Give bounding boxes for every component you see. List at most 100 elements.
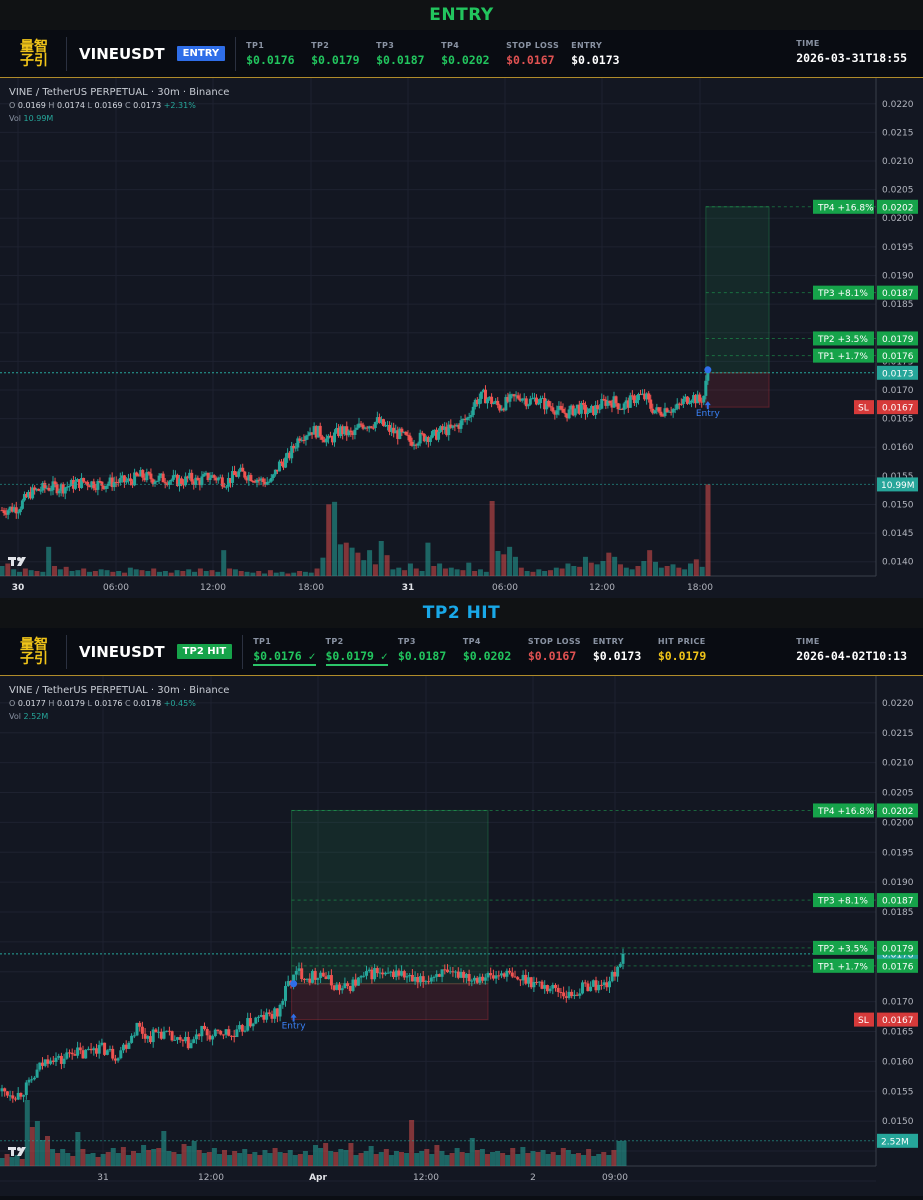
brand-logo: 量智 子引 (20, 38, 48, 69)
volume-bar (565, 563, 571, 576)
price-chart[interactable]: 0.0220 0.0215 0.0210 0.0205 0.0200 0.0195 0.01… (0, 676, 923, 1196)
candle-body (281, 1000, 285, 1005)
candle-body (43, 482, 47, 489)
candle-body (200, 476, 204, 486)
candle-body (230, 1035, 233, 1037)
y-tick-label: 0.0190 (882, 878, 914, 888)
candle-body (184, 1036, 188, 1042)
candlestick-chart[interactable]: 0.0220 0.0215 0.0210 0.0205 0.0200 0.0195 0.01… (0, 78, 923, 598)
candle-body (677, 403, 681, 405)
volume-bar (419, 1151, 425, 1166)
candle-body (310, 432, 314, 435)
volume-bar (186, 1146, 192, 1166)
candle-body (82, 477, 86, 482)
candle-body (569, 405, 573, 410)
candle-body (445, 426, 449, 436)
candle-body (19, 1092, 23, 1097)
volume-bar (419, 571, 425, 576)
candle-body (530, 398, 534, 400)
candle-body (529, 977, 533, 988)
volume-bar (328, 1151, 334, 1166)
candle-body (198, 480, 202, 486)
volume-bar (658, 567, 664, 576)
volume-bar (495, 551, 501, 576)
candle-body (554, 984, 557, 988)
volume-bar (227, 1155, 233, 1166)
candle-body (80, 477, 84, 488)
volume-bar (192, 571, 198, 576)
volume-bar (201, 1153, 207, 1166)
candle-body (494, 975, 498, 979)
candle-body (518, 398, 522, 401)
candle-body (502, 973, 506, 977)
y-tick-label: 0.0155 (882, 1087, 914, 1097)
target-price-tag (877, 331, 918, 346)
target-price-tag (877, 940, 918, 955)
volume-bar (670, 564, 676, 576)
candle-body (614, 396, 618, 404)
field-tp4: TP4 $0.0202 (441, 40, 490, 67)
candle-body (139, 470, 143, 477)
candle-body (392, 427, 396, 434)
candle-body (599, 984, 603, 986)
candle-body (35, 488, 39, 491)
candle-body (365, 427, 369, 429)
candle-body (559, 991, 563, 993)
candle-body (149, 473, 153, 480)
candle-body (248, 1018, 252, 1027)
candle-body (400, 428, 404, 433)
volume-bar (92, 571, 98, 576)
x-tick-label: 18:00 (687, 583, 713, 593)
candle-body (620, 408, 624, 410)
candle-body (265, 482, 269, 485)
volume-bar (87, 571, 93, 576)
candle-body (14, 1098, 17, 1100)
candle-body (277, 461, 281, 472)
candle-body (343, 983, 347, 989)
candle-body (14, 507, 18, 514)
price-chart[interactable]: 0.0220 0.0215 0.0210 0.0205 0.0200 0.0195 0.01… (0, 78, 923, 598)
candle-body (159, 473, 163, 476)
candle-body (653, 410, 657, 414)
target-tag-label: TP1 +1.7% (817, 962, 868, 972)
candle-body (649, 399, 653, 409)
candle-body (643, 393, 647, 400)
volume-bar (530, 571, 536, 576)
target-price-label: 0.0179 (882, 944, 914, 954)
candle-body (138, 1022, 142, 1027)
candle-body (273, 1008, 277, 1019)
x-tick-label: 31 (97, 1173, 108, 1183)
candle-body (41, 482, 45, 491)
candle-body (416, 443, 420, 446)
candle-body (243, 471, 247, 478)
candle-body (383, 972, 387, 975)
candle-body (192, 1039, 196, 1044)
candle-body (181, 1039, 185, 1042)
target-price-tag (877, 803, 918, 818)
volume-bar (166, 1151, 172, 1166)
candle-body (513, 976, 517, 978)
candle-body (122, 475, 126, 483)
volume-bar (676, 567, 682, 576)
candlestick-chart[interactable]: 0.0220 0.0215 0.0210 0.0205 0.0200 0.0195 0.01… (0, 676, 923, 1196)
volume-bar (530, 1151, 536, 1166)
candle-body (406, 434, 410, 436)
candle-body (608, 400, 612, 404)
candle-body (103, 1042, 107, 1055)
volume-bar (372, 564, 378, 576)
candle-body (69, 479, 73, 486)
candle-body (613, 971, 617, 977)
candle-body (357, 423, 361, 428)
volume-bar (34, 1121, 40, 1166)
volume-bar (313, 1145, 319, 1166)
volume-bar (616, 1141, 622, 1166)
candle-body (681, 398, 685, 404)
candle-body (492, 402, 496, 405)
candle-body (514, 395, 518, 397)
candle-body (259, 478, 263, 481)
candle-body (127, 1042, 131, 1049)
candle-body (145, 472, 149, 481)
volume-bar (282, 1153, 288, 1166)
candle-body (328, 435, 332, 438)
volume-bar (291, 572, 297, 576)
